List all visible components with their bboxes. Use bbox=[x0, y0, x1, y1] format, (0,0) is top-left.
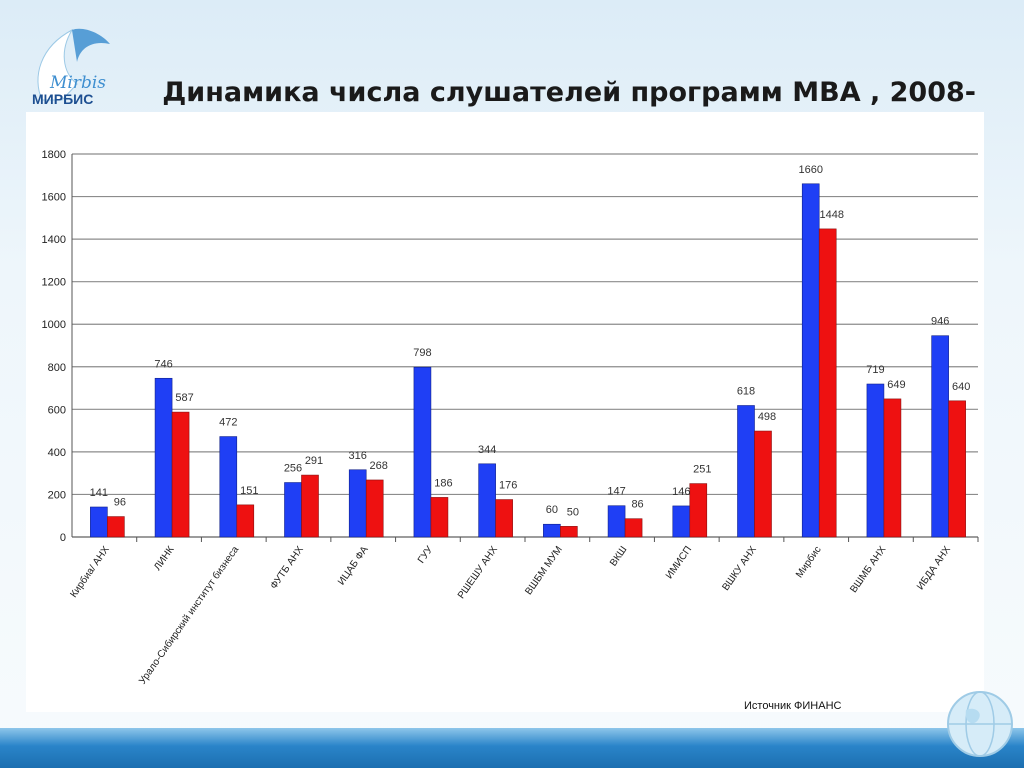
x-tick-label: Мирбис bbox=[793, 544, 823, 580]
bar-2008 bbox=[543, 523, 561, 538]
data-label: 618 bbox=[737, 386, 755, 398]
y-tick-label: 1000 bbox=[42, 319, 66, 331]
bar-2009 bbox=[754, 430, 772, 538]
bar-2009 bbox=[301, 474, 319, 538]
x-tick-label: РШЕШУ АНХ bbox=[456, 544, 500, 601]
data-label: 1448 bbox=[819, 209, 843, 221]
bar-2009 bbox=[818, 228, 837, 538]
x-tick-label: ИМИСП bbox=[664, 544, 694, 581]
logo-text: МИРБИС bbox=[32, 91, 93, 107]
data-label: 640 bbox=[952, 381, 970, 393]
x-tick-label: ЛИНК bbox=[152, 544, 176, 572]
bar-2009 bbox=[624, 518, 643, 538]
bar-2008 bbox=[413, 366, 432, 538]
data-label: 291 bbox=[305, 455, 323, 467]
x-tick-label: ВШБМ МУМ bbox=[523, 544, 564, 597]
footer-bar bbox=[0, 728, 1024, 768]
data-label: 151 bbox=[240, 485, 258, 497]
y-tick-label: 1600 bbox=[42, 192, 66, 204]
data-label: 60 bbox=[546, 504, 558, 516]
y-tick-label: 200 bbox=[48, 489, 66, 501]
y-tick-label: 1200 bbox=[42, 277, 66, 289]
bar-2008 bbox=[154, 377, 173, 538]
bar-2008 bbox=[931, 335, 949, 538]
bar-2009 bbox=[495, 499, 513, 538]
data-label: 86 bbox=[631, 499, 643, 511]
bar-2009 bbox=[948, 400, 966, 538]
bar-2008 bbox=[801, 183, 820, 538]
x-tick-label: ФУТБ АНХ bbox=[269, 544, 307, 591]
data-label: 498 bbox=[758, 411, 776, 423]
data-label: 1660 bbox=[798, 164, 822, 176]
data-label: 798 bbox=[413, 347, 431, 359]
bar-2009 bbox=[883, 398, 902, 538]
bar-2008 bbox=[478, 463, 496, 538]
bar-2009 bbox=[107, 516, 125, 538]
bar-2008 bbox=[284, 482, 302, 538]
data-label: 649 bbox=[887, 379, 905, 391]
x-tick-label: ИБДА АНХ bbox=[915, 544, 953, 592]
source-note: Источник ФИНАНС bbox=[744, 700, 842, 712]
y-tick-label: 800 bbox=[48, 362, 66, 374]
data-label: 176 bbox=[499, 480, 517, 492]
mirbis-logo: Mirbis МИРБИС bbox=[32, 28, 110, 107]
x-tick-label: ГУУ bbox=[416, 544, 436, 566]
x-tick-label: ВШМБ АНХ bbox=[848, 544, 888, 595]
logo-script: Mirbis bbox=[49, 73, 106, 93]
data-label: 146 bbox=[672, 486, 690, 498]
data-label: 141 bbox=[90, 487, 108, 499]
data-label: 472 bbox=[219, 417, 237, 429]
bar-2009 bbox=[236, 504, 255, 538]
data-label: 96 bbox=[114, 497, 126, 509]
bar-2009 bbox=[560, 526, 578, 538]
data-label: 256 bbox=[284, 463, 302, 475]
globe-icon bbox=[947, 691, 1013, 757]
x-tick-label: ИЦАБ ФА bbox=[336, 544, 371, 587]
y-tick-label: 600 bbox=[48, 404, 66, 416]
x-tick-label: Кирбиа/ АНХ bbox=[68, 544, 112, 600]
bar-2008 bbox=[866, 383, 885, 538]
y-tick-label: 400 bbox=[48, 447, 66, 459]
data-label: 268 bbox=[370, 460, 388, 472]
data-label: 251 bbox=[693, 464, 711, 476]
bar-2008 bbox=[219, 436, 238, 538]
bar-2008 bbox=[737, 405, 755, 538]
data-label: 587 bbox=[175, 392, 193, 404]
bar-2008 bbox=[348, 469, 367, 538]
data-label: 946 bbox=[931, 316, 949, 328]
y-tick-label: 1400 bbox=[42, 234, 66, 246]
y-tick-label: 0 bbox=[60, 532, 66, 544]
x-tick-label: ВШКУ АНХ bbox=[720, 544, 759, 593]
data-label: 147 bbox=[607, 486, 625, 498]
data-label: 186 bbox=[434, 477, 452, 489]
data-label: 50 bbox=[567, 506, 579, 518]
bar-2009 bbox=[171, 411, 190, 538]
data-label: 719 bbox=[866, 364, 884, 376]
data-label: 316 bbox=[349, 450, 367, 462]
x-tick-label: ВКШ bbox=[608, 544, 629, 568]
y-tick-label: 1800 bbox=[42, 149, 66, 161]
bar-2009 bbox=[430, 497, 449, 538]
data-label: 344 bbox=[478, 444, 496, 456]
bar-2008 bbox=[90, 506, 108, 538]
bar-2008 bbox=[672, 505, 691, 538]
data-label: 746 bbox=[154, 358, 172, 370]
chart-container: 0 200 400 600 800 1000 1200 1400 1600 1800 141 96 Ки… bbox=[26, 112, 984, 712]
bar-2008 bbox=[607, 505, 626, 538]
bar-2009 bbox=[365, 479, 384, 538]
bar-chart: 0 200 400 600 800 1000 1200 1400 1600 1800 141 96 Ки… bbox=[42, 149, 979, 686]
bar-2009 bbox=[689, 483, 708, 538]
